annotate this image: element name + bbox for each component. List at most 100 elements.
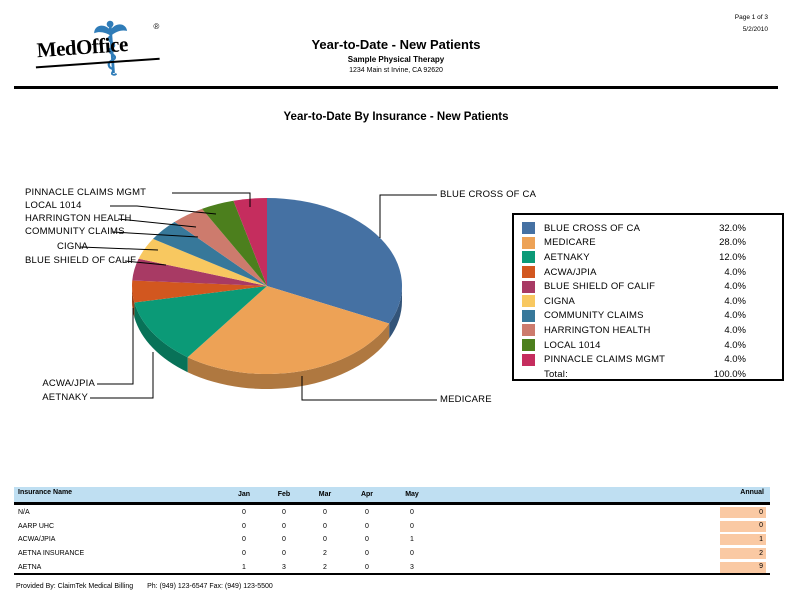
month-value-cell: 0: [410, 522, 414, 530]
legend-row: COMMUNITY CLAIMS 4.0%: [522, 309, 746, 324]
legend-label: LOCAL 1014: [544, 339, 601, 351]
pie-slice-side: [187, 323, 390, 389]
month-value-cell: 0: [242, 536, 246, 544]
callout-leader-line: [79, 246, 159, 251]
insurance-name-cell: N/A: [18, 509, 30, 516]
legend-swatch: [522, 339, 535, 352]
legend-label: ACWA/JPIA: [544, 266, 597, 278]
legend-row: MEDICARE 28.0%: [522, 236, 746, 251]
month-value-cell: 0: [282, 522, 286, 530]
month-value-cell: 0: [365, 536, 369, 544]
pie-callout-label: BLUE SHIELD OF CALIF: [25, 255, 137, 266]
annual-value-cell: 9: [720, 561, 766, 573]
report-title: Year-to-Date - New Patients: [311, 37, 481, 52]
pie-slice: [267, 198, 402, 324]
footer-contact: Ph: (949) 123-6547 Fax: (949) 123-5500: [147, 583, 273, 590]
month-value-cell: 1: [410, 536, 414, 544]
insurance-table: Insurance Name Jan Feb Mar Apr May Annual N/…: [14, 487, 770, 579]
month-value-cell: 0: [242, 522, 246, 530]
chart-title: Year-to-Date By Insurance - New Patients: [283, 111, 509, 123]
legend-swatch: [522, 266, 535, 279]
legend-label: AETNAKY: [544, 251, 590, 263]
legend-row: BLUE SHIELD OF CALIF 4.0%: [522, 279, 746, 294]
pie-chart: PINNACLE CLAIMS MGMT LOCAL 1014 HARRINGTON…: [0, 180, 792, 415]
page-number: Page 1 of 3: [734, 14, 768, 21]
legend-row: PINNACLE CLAIMS MGMT 4.0%: [522, 352, 746, 367]
report-date: 5/2/2010: [742, 26, 768, 33]
month-value-cell: 1: [242, 563, 246, 571]
annual-value-cell: 1: [720, 534, 766, 546]
callout-leader-line: [301, 376, 437, 401]
month-value-cell: 0: [282, 536, 286, 544]
legend-swatch: [522, 251, 535, 264]
legend-swatch: [522, 309, 535, 322]
chart-legend: BLUE CROSS OF CA 32.0% MEDICARE 28.0% AETNAK…: [512, 213, 784, 381]
practice-name: Sample Physical Therapy: [347, 55, 445, 64]
pie-callout-label: PINNACLE CLAIMS MGMT: [25, 187, 147, 198]
legend-swatch: [522, 353, 535, 366]
legend-label: HARRINGTON HEALTH: [544, 324, 651, 336]
pie-slice: [153, 221, 267, 286]
table-header-row: Insurance Name Jan Feb Mar Apr May Annual: [14, 487, 770, 502]
month-value-cell: 2: [323, 550, 327, 558]
table-header-rule: [14, 502, 770, 505]
table-row: AETNA 1 3 2 0 3 9: [14, 561, 770, 575]
column-header-month: Jan: [237, 491, 251, 498]
legend-swatch: [522, 222, 535, 235]
pie-callout-label: CIGNA: [57, 241, 89, 252]
table-bottom-rule: [14, 573, 770, 575]
legend-row: ACWA/JPIA 4.0%: [522, 265, 746, 280]
pie-callout-label: BLUE CROSS OF CA: [440, 189, 537, 200]
month-value-cell: 0: [323, 536, 327, 544]
month-value-cell: 2: [323, 563, 327, 571]
legend-value: 4.0%: [724, 354, 746, 366]
callout-leader-line: [110, 205, 217, 215]
month-value-cell: 0: [365, 563, 369, 571]
pie-slice: [134, 286, 267, 358]
legend-label: BLUE SHIELD OF CALIF: [544, 281, 656, 293]
legend-value: 4.0%: [724, 281, 746, 293]
pie-slice: [201, 200, 267, 286]
insurance-name-cell: AARP UHC: [18, 522, 55, 530]
legend-value: 4.0%: [724, 339, 746, 351]
pie-callout-label: HARRINGTON HEALTH: [25, 213, 132, 224]
column-header-month: Feb: [277, 491, 291, 498]
legend-label: MEDICARE: [544, 237, 596, 249]
legend-label: PINNACLE CLAIMS MGMT: [544, 354, 666, 366]
callout-leader-line: [90, 352, 154, 399]
legend-swatch: [522, 324, 535, 337]
table-row: ACWA/JPIA 0 0 0 0 1 1: [14, 534, 770, 547]
registered-trademark: ®: [153, 21, 160, 32]
table-row: N/A 0 0 0 0 0 0: [14, 507, 770, 520]
column-header-month: Apr: [360, 491, 374, 498]
month-value-cell: 0: [410, 550, 414, 558]
legend-row: HARRINGTON HEALTH 4.0%: [522, 323, 746, 338]
pie-slice: [174, 208, 267, 286]
pie-slice: [187, 286, 390, 374]
callout-leader-line: [172, 192, 251, 207]
month-value-cell: 0: [242, 550, 246, 558]
pie-callout-label: LOCAL 1014: [25, 200, 82, 211]
month-value-cell: 0: [282, 509, 286, 516]
pie-svg: [79, 192, 437, 401]
pie-slice: [138, 238, 267, 286]
annual-value-cell: 2: [720, 548, 766, 560]
footer-provided-by: Provided By: ClaimTek Medical Billing: [16, 583, 134, 590]
month-value-cell: 3: [282, 563, 286, 571]
callout-leader-line: [124, 260, 167, 266]
pie-slice: [132, 280, 267, 303]
pie-slice-side: [389, 286, 402, 339]
legend-row: AETNAKY 12.0%: [522, 250, 746, 265]
legend-swatch: [522, 280, 535, 293]
legend-value: 100.0%: [713, 368, 746, 380]
pie-slice: [233, 198, 267, 286]
column-header-annual: Annual: [740, 489, 764, 496]
legend-swatch: [522, 295, 535, 308]
legend-label: Total:: [544, 368, 568, 380]
legend-swatch: [522, 236, 535, 249]
medoffice-logo: MedOffice ®: [35, 20, 161, 76]
pie-callout-label: COMMUNITY CLAIMS: [25, 226, 125, 237]
table-header-band: [14, 487, 770, 502]
pie-slice-side: [132, 286, 135, 318]
